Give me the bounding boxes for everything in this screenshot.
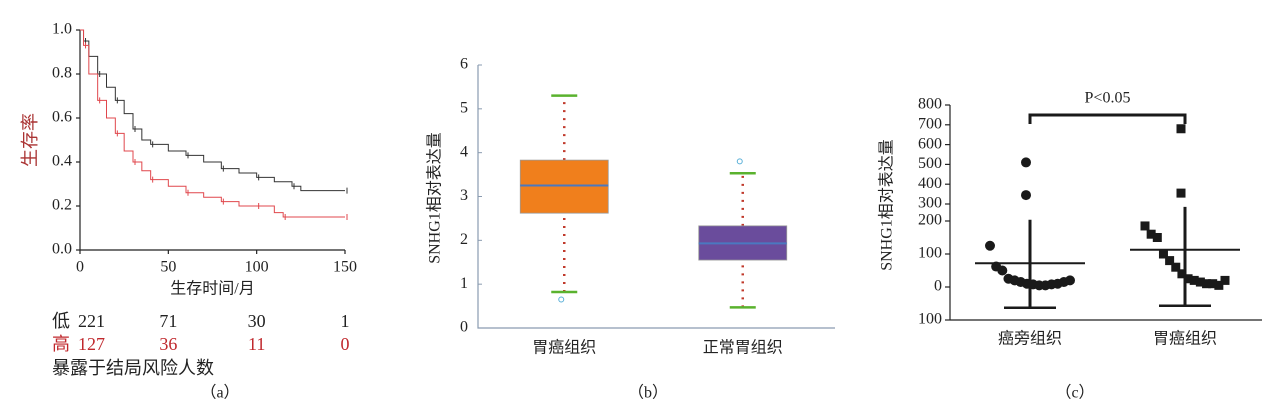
x-tick-label: 胃癌组织: [1153, 330, 1217, 348]
point: [1146, 229, 1156, 239]
y-tick-label: 0.4: [52, 153, 72, 170]
y-tick-label: 6: [460, 56, 468, 73]
point: [1202, 279, 1212, 289]
y-tick-label: 2: [460, 231, 468, 248]
survival-line: [80, 29, 345, 192]
point: [1065, 275, 1075, 286]
y-axis-label: SNHG1相对表达量: [878, 139, 896, 271]
point: [1176, 188, 1186, 198]
y-tick-label: 400: [918, 175, 942, 192]
y-tick-label: 1: [460, 275, 468, 292]
y-tick-label: 300: [918, 195, 942, 212]
y-tick-label: 500: [918, 155, 942, 172]
risk-count: 11: [248, 334, 265, 354]
outlier: [736, 158, 743, 165]
caption: （c）: [1055, 384, 1094, 402]
y-tick-label: 100: [918, 311, 942, 328]
y-tick-label: 200: [918, 212, 942, 229]
risk-row-name: 高: [52, 334, 70, 354]
x-tick-label: 100: [245, 259, 269, 276]
caption: （a）: [200, 384, 239, 402]
point: [1208, 279, 1218, 289]
point: [1152, 233, 1162, 242]
point: [1176, 124, 1186, 134]
point: [1165, 256, 1175, 266]
y-tick-label: 1.0: [52, 21, 72, 38]
y-tick-label: 3: [460, 187, 468, 204]
point: [1021, 190, 1031, 201]
risk-row-name: 低: [52, 311, 70, 331]
point: [1183, 274, 1193, 284]
point: [1177, 269, 1187, 279]
y-tick-label: 0: [934, 278, 942, 295]
point: [1195, 277, 1205, 287]
x-axis-label: 生存时间/月: [170, 280, 254, 298]
point: [1171, 262, 1181, 272]
risk-count: 221: [78, 311, 105, 331]
x-tick-label: 癌旁组织: [998, 330, 1062, 348]
point: [985, 240, 995, 251]
x-tick-label: 50: [160, 259, 176, 276]
risk-count: 71: [159, 311, 177, 331]
y-tick-label: 100: [918, 245, 942, 262]
y-tick-label: 5: [460, 100, 468, 117]
risk-count: 0: [341, 334, 350, 354]
annotation: P<0.05: [1085, 90, 1131, 107]
x-tick-label: 0: [76, 259, 84, 276]
point: [1021, 157, 1031, 168]
y-tick-label: 0: [460, 319, 468, 336]
y-tick-label: 700: [918, 115, 942, 132]
y-tick-label: 0.8: [52, 65, 72, 82]
point: [997, 265, 1008, 276]
risk-count: 127: [78, 334, 105, 354]
point: [1140, 221, 1150, 231]
x-tick-label: 胃癌组织: [532, 339, 596, 357]
risk-count: 1: [341, 311, 350, 331]
risk-table-title: 暴露于结局风险人数: [52, 358, 214, 378]
x-tick-label: 150: [333, 259, 357, 276]
point: [1158, 249, 1168, 259]
y-tick-label: 0.0: [52, 241, 72, 258]
y-tick-label: 4: [460, 143, 468, 160]
y-tick-label: 800: [918, 96, 942, 113]
risk-count: 30: [248, 311, 266, 331]
outlier: [558, 296, 565, 303]
point: [1214, 280, 1224, 290]
bracket: [1028, 113, 1187, 124]
point: [1189, 275, 1199, 285]
y-axis-label: SNHG1相对表达量: [426, 132, 444, 264]
y-tick-label: 0.2: [52, 197, 72, 214]
box: [519, 159, 609, 214]
point: [1220, 275, 1230, 285]
survival-line: [80, 29, 345, 218]
y-tick-label: 0.6: [52, 109, 72, 126]
y-axis-label: 生存率: [20, 113, 40, 167]
x-tick-label: 正常胃组织: [703, 339, 783, 357]
risk-count: 36: [159, 334, 177, 354]
caption: （b）: [628, 384, 668, 402]
y-tick-label: 600: [918, 135, 942, 152]
